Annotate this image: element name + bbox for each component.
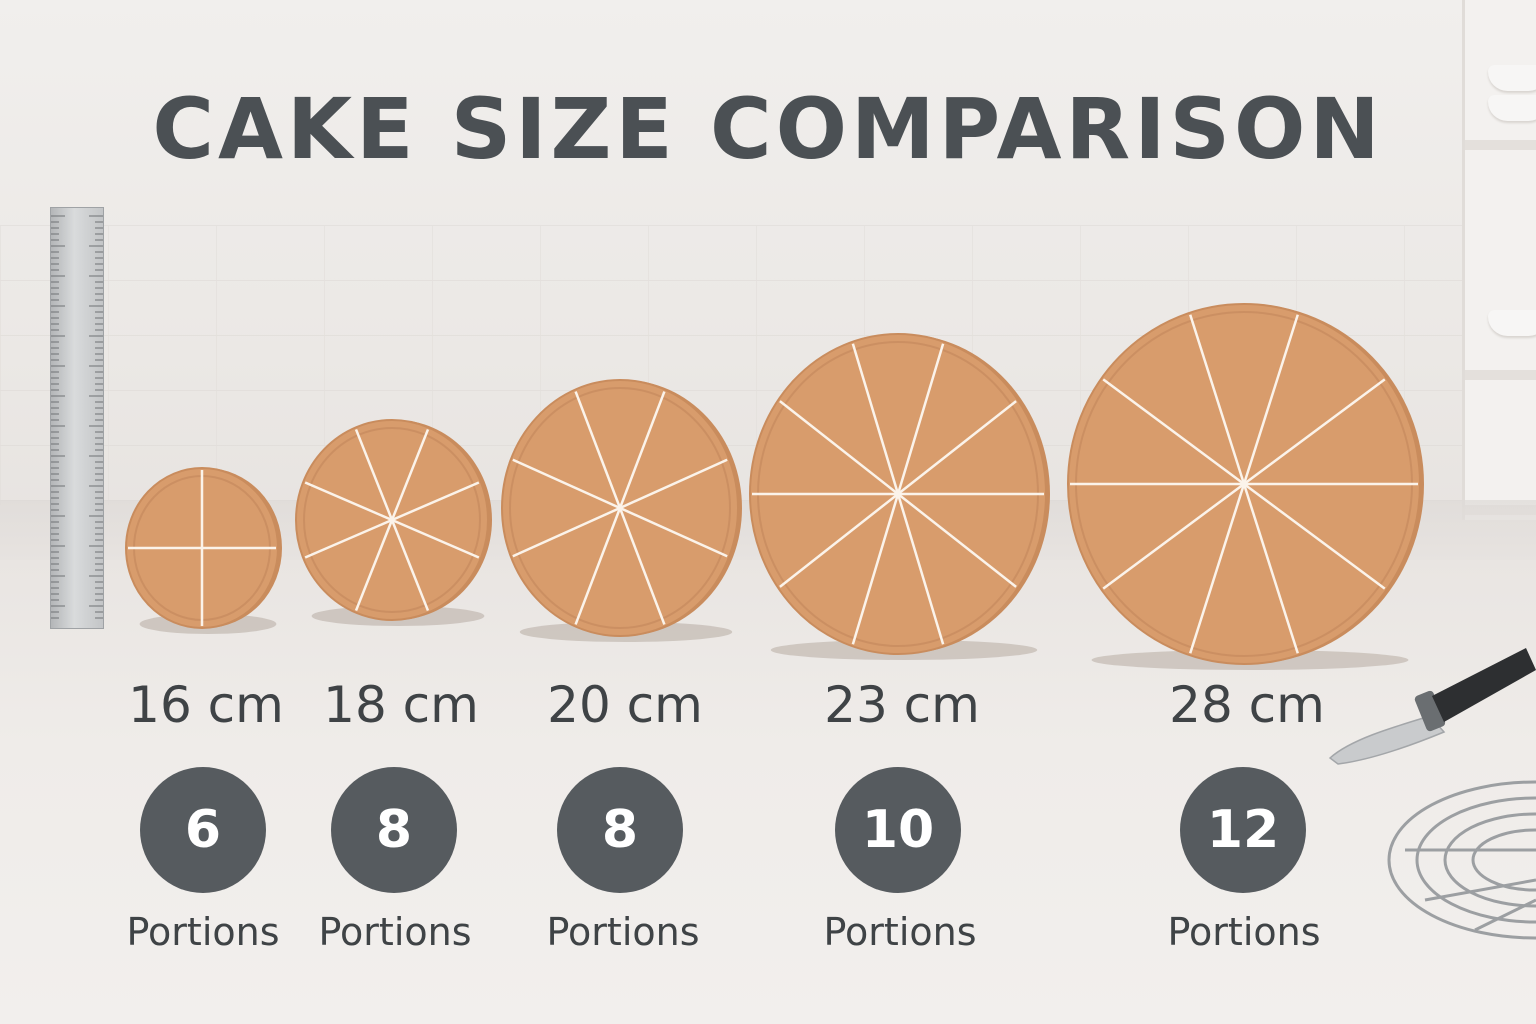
cut-line	[851, 343, 900, 495]
cake-28cm	[1067, 303, 1424, 670]
bowl-icon	[1488, 95, 1536, 121]
portions-label-16: Portions	[126, 910, 280, 954]
cut-line	[896, 493, 945, 645]
cut-line	[851, 493, 900, 645]
portions-label-20: Portions	[546, 910, 700, 954]
cut-line	[1189, 314, 1246, 485]
cake-16cm	[125, 467, 282, 634]
bowl-icon	[1488, 65, 1536, 91]
cake-20cm	[501, 379, 742, 642]
cut-line	[574, 507, 622, 625]
portion-count-badge-23: 10	[835, 767, 961, 893]
ruler-icon	[50, 207, 104, 629]
cut-line	[354, 428, 394, 521]
cooling-rack-icon	[1387, 780, 1536, 940]
portion-count-badge-16: 6	[140, 767, 266, 893]
cut-line	[896, 343, 945, 495]
cut-line	[354, 519, 394, 612]
cake-23cm	[749, 333, 1050, 660]
page-title: CAKE SIZE COMPARISON	[152, 80, 1384, 178]
cut-line	[618, 507, 666, 625]
cut-line	[1189, 483, 1246, 654]
cake-size-label-18: 18 cm	[323, 676, 479, 734]
cut-line	[1242, 314, 1299, 485]
cake-size-label-20: 20 cm	[547, 676, 703, 734]
portion-count-badge-20: 8	[557, 767, 683, 893]
cake-18cm	[295, 419, 492, 626]
cut-line	[1242, 483, 1299, 654]
portion-count-badge-28: 12	[1180, 767, 1306, 893]
cake-size-label-16: 16 cm	[128, 676, 284, 734]
cut-line	[779, 493, 899, 588]
bowl-icon	[1488, 310, 1536, 336]
cake-rim	[303, 427, 481, 613]
cut-line	[304, 518, 393, 559]
cut-line	[512, 506, 621, 558]
cut-line	[512, 458, 621, 510]
cut-line	[574, 391, 622, 509]
cut-line	[1243, 482, 1386, 590]
cut-line	[619, 458, 728, 510]
cut-line	[897, 400, 1017, 495]
cut-line	[1102, 378, 1245, 486]
cut-line	[1243, 378, 1386, 486]
cake-size-label-23: 23 cm	[824, 676, 980, 734]
cut-line	[391, 481, 480, 522]
cut-line	[779, 400, 899, 495]
cake-size-label-28: 28 cm	[1169, 676, 1325, 734]
cut-line	[391, 518, 480, 559]
cut-line	[1102, 482, 1245, 590]
cake-rim	[509, 387, 731, 629]
cut-line	[390, 519, 430, 612]
portion-count-badge-18: 8	[331, 767, 457, 893]
cut-line	[390, 428, 430, 521]
portions-label-18: Portions	[318, 910, 472, 954]
portions-label-23: Portions	[823, 910, 977, 954]
portions-label-28: Portions	[1167, 910, 1321, 954]
cut-line	[304, 481, 393, 522]
cut-line	[897, 493, 1017, 588]
spatula-icon	[1328, 648, 1536, 765]
cut-line	[619, 506, 728, 558]
cut-line	[618, 391, 666, 509]
